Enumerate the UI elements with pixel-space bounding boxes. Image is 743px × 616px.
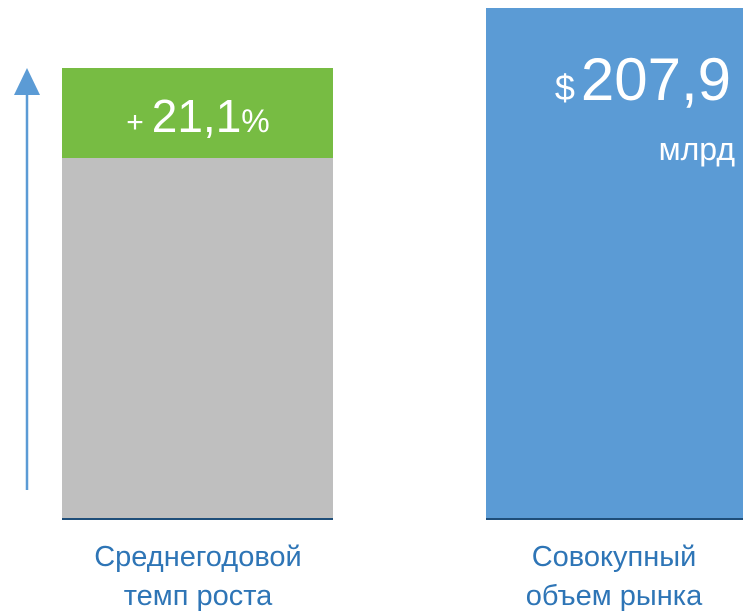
growth-label: Среднегодовой: [94, 541, 302, 573]
growth-arrow-head: [14, 68, 40, 95]
market-value: 207,9: [581, 46, 731, 113]
market-label: Совокупный: [532, 541, 697, 573]
base-bar: [62, 158, 333, 518]
growth-value: 21,1: [152, 90, 242, 142]
market-figure: $207,9: [555, 46, 731, 113]
growth-figure: +21,1%: [126, 90, 270, 142]
market-unit: млрд: [659, 131, 736, 167]
market-label: объем рынка: [526, 580, 703, 611]
growth-sign: +: [126, 106, 144, 139]
growth-unit: %: [241, 103, 269, 139]
market-currency: $: [555, 67, 575, 108]
growth-bar: [62, 68, 333, 158]
growth-label: темп роста: [124, 580, 273, 611]
market-bar: [486, 8, 743, 518]
